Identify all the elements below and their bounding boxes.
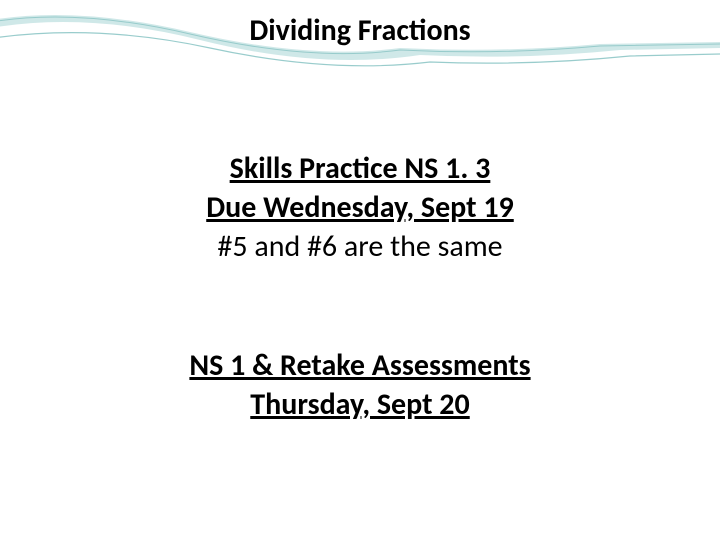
assignment-due: Due Wednesday, Sept 19 [0,188,720,227]
assessment-block: NS 1 & Retake Assessments Thursday, Sept… [0,346,720,424]
slide-container: Dividing Fractions Skills Practice NS 1.… [0,0,720,540]
assignment-block: Skills Practice NS 1. 3 Due Wednesday, S… [0,149,720,266]
slide-title: Dividing Fractions [0,12,720,49]
assignment-name: Skills Practice NS 1. 3 [0,149,720,188]
assignment-note: #5 and #6 are the same [0,227,720,266]
assessment-name: NS 1 & Retake Assessments [0,346,720,385]
assessment-date: Thursday, Sept 20 [0,385,720,424]
